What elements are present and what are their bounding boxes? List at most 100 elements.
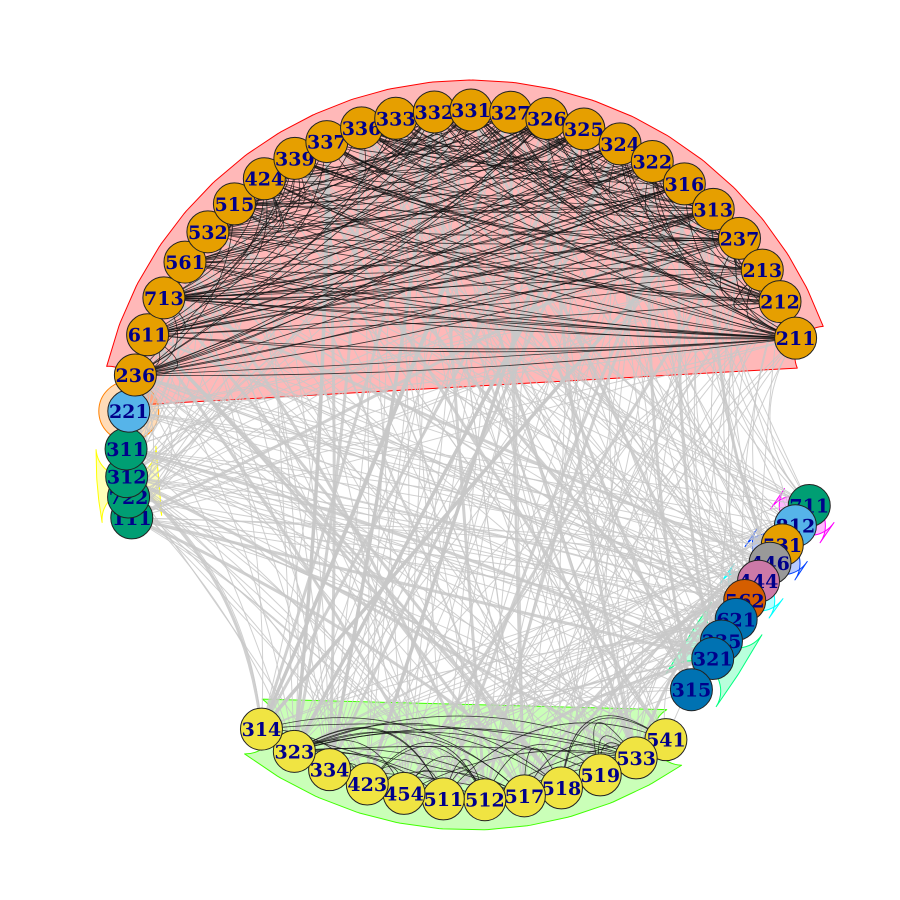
edge-within-group	[135, 111, 435, 376]
edge-between-groups	[125, 448, 692, 691]
node-label: 331	[451, 100, 491, 122]
node-label: 236	[116, 365, 156, 387]
edge-between-groups	[293, 209, 714, 752]
node-561: 561	[163, 240, 207, 284]
node-circle	[717, 216, 761, 260]
edge-within-group	[434, 111, 796, 339]
node-533: 533	[614, 736, 658, 780]
edge-within-group	[546, 118, 796, 339]
edge-between-groups	[131, 517, 745, 602]
node-label: 517	[505, 786, 545, 808]
node-label: 512	[465, 790, 505, 812]
node-circle	[758, 280, 802, 324]
edge-within-group	[395, 117, 714, 210]
edge-within-group	[651, 161, 763, 271]
node-circle	[691, 187, 735, 231]
edge-between-groups	[523, 238, 740, 796]
edge-within-group	[264, 178, 714, 210]
edge-within-group	[561, 717, 667, 788]
node-511: 511	[421, 777, 465, 821]
node-311: 311	[104, 427, 148, 471]
edge-between-groups	[128, 410, 722, 642]
node-label: 314	[242, 719, 282, 741]
edge-within-group	[135, 237, 740, 376]
edge-between-groups	[184, 261, 692, 691]
node-circle	[142, 276, 186, 320]
node-circle	[308, 748, 352, 792]
edge-between-groups	[126, 111, 512, 478]
edge-between-groups	[128, 496, 368, 785]
edge-between-groups	[484, 269, 763, 800]
edge-within-group	[361, 127, 781, 302]
node-label: 511	[423, 789, 463, 811]
edge-between-groups	[366, 301, 781, 785]
node-label: 454	[384, 783, 424, 805]
edge-within-group	[163, 111, 511, 299]
edge-between-groups	[510, 112, 525, 796]
edge-within-group	[207, 118, 548, 233]
edge-within-group	[470, 109, 763, 271]
node-label: 313	[693, 199, 733, 221]
edge-within-group	[234, 161, 653, 221]
node-label: 321	[693, 649, 733, 671]
edge-within-group	[234, 143, 621, 207]
edge-between-groups	[125, 475, 637, 760]
node-326: 326	[525, 96, 569, 140]
node-circle	[345, 762, 389, 806]
edge-between-groups	[131, 269, 763, 519]
edge-between-groups	[619, 143, 810, 506]
edge-between-groups	[134, 374, 295, 752]
node-213: 213	[740, 248, 784, 292]
node-label: 532	[188, 222, 228, 244]
edge-between-groups	[329, 301, 781, 770]
node-611: 611	[126, 313, 170, 357]
node-519: 519	[578, 753, 622, 797]
node-512: 512	[463, 778, 507, 822]
node-circle	[774, 316, 818, 360]
edge-between-groups	[560, 161, 653, 788]
node-212: 212	[758, 280, 802, 324]
edge-within-group	[147, 208, 714, 336]
node-331: 331	[449, 88, 493, 132]
node-334: 334	[308, 748, 352, 792]
edge-within-group	[546, 118, 740, 240]
edge-between-groups	[135, 374, 525, 797]
edge-within-group	[470, 109, 781, 302]
edge-within-group	[443, 722, 667, 800]
node-label: 423	[347, 774, 387, 796]
edge-within-group	[366, 746, 486, 800]
edge-between-groups	[126, 476, 486, 801]
edge-within-group	[234, 128, 585, 205]
edge-between-groups	[292, 143, 622, 753]
edge-within-group	[294, 118, 548, 183]
edge-between-groups	[395, 118, 759, 582]
edge-within-group	[207, 111, 435, 235]
node-336: 336	[340, 106, 384, 150]
edge-within-group	[470, 109, 796, 339]
edge-between-groups	[361, 127, 714, 659]
edge-between-groups	[560, 183, 685, 789]
node-label: 515	[215, 194, 255, 216]
edge-within-group	[403, 750, 637, 794]
node-circle	[113, 353, 157, 397]
edge-within-group	[163, 208, 714, 300]
edge-within-group	[147, 208, 714, 336]
edge-within-group	[294, 157, 781, 302]
edge-within-group	[234, 203, 796, 339]
node-237: 237	[717, 216, 761, 260]
edge-within-group	[184, 261, 796, 339]
edge-within-group	[207, 231, 796, 339]
edge-within-group	[147, 183, 685, 336]
edge-within-group	[361, 127, 714, 210]
edge-within-group	[484, 743, 601, 800]
edge-within-group	[163, 183, 685, 299]
node-circle	[578, 753, 622, 797]
node-circle	[272, 729, 316, 773]
node-circle	[691, 637, 735, 681]
edge-within-group	[361, 127, 585, 168]
node-label: 323	[275, 741, 315, 763]
edge-between-groups	[263, 178, 295, 752]
edge-within-group	[234, 143, 621, 205]
edge-between-groups	[433, 111, 601, 776]
